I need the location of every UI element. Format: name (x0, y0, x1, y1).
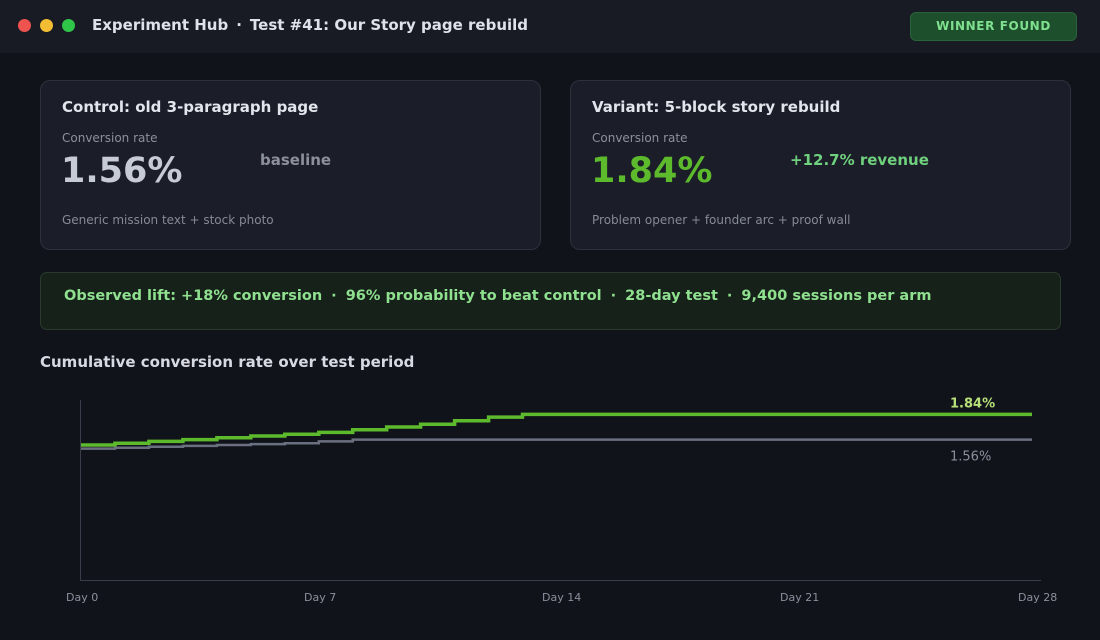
lift-item-duration: 28-day test (625, 288, 718, 304)
control-description: Generic mission text + stock photo (62, 213, 274, 227)
conversion-chart: 1.84% 1.56% Day 0 Day 7 Day 14 Day 21 Day 28 (0, 380, 1100, 620)
variant-series-line (81, 412, 1032, 447)
x-tick-label: Day 28 (1018, 591, 1057, 604)
lift-separator: · (726, 288, 733, 304)
x-tick-label: Day 0 (66, 591, 98, 604)
lift-separator: · (331, 288, 337, 304)
title-separator: · (236, 16, 242, 34)
variant-metric-label: Conversion rate (592, 131, 688, 145)
variant-title: Variant: 5-block story rebuild (592, 98, 841, 116)
variant-card: Variant: 5-block story rebuild Conversio… (570, 80, 1071, 250)
status-badge: WINNER FOUND (910, 12, 1077, 41)
maximize-window-icon[interactable] (62, 19, 75, 32)
variant-description: Problem opener + founder arc + proof wal… (592, 213, 851, 227)
lift-summary-text: Observed lift: +18% conversion · 96% proba… (64, 288, 931, 304)
lift-item-observed: Observed lift: +18% conversion (64, 288, 323, 304)
control-title: Control: old 3-paragraph page (62, 98, 319, 116)
control-comparison: baseline (260, 151, 332, 169)
control-series-line (81, 438, 1032, 450)
chart-svg: 1.84% 1.56% Day 0 Day 7 Day 14 Day 21 Day 28 (66, 396, 1057, 604)
x-tick-label: Day 21 (780, 591, 819, 604)
control-end-label: 1.56% (950, 450, 991, 465)
lift-separator: · (610, 288, 617, 304)
lift-item-sessions: 9,400 sessions per arm (741, 288, 932, 304)
control-metric-label: Conversion rate (62, 131, 158, 145)
x-tick-label: Day 14 (542, 591, 581, 604)
title-bar: Experiment Hub · Test #41: Our Story page … (0, 0, 1100, 53)
chart-title: Cumulative conversion rate over test per… (40, 353, 415, 371)
test-name: Test #41: Our Story page rebuild (249, 16, 529, 34)
variant-end-label: 1.84% (950, 396, 995, 411)
lift-item-probability: 96% probability to beat control (345, 288, 602, 304)
control-card: Control: old 3-paragraph page Conversion… (40, 80, 541, 250)
x-tick-label: Day 7 (304, 591, 336, 604)
lift-summary-banner: Observed lift: +18% conversion · 96% proba… (40, 272, 1061, 330)
variant-comparison: +12.7% revenue (790, 151, 929, 169)
app-name: Experiment Hub (92, 16, 229, 34)
close-window-icon[interactable] (18, 19, 31, 32)
variant-conversion-value: 1.84% (591, 151, 713, 191)
control-conversion-value: 1.56% (61, 151, 183, 191)
window-title: Experiment Hub · Test #41: Our Story page … (92, 16, 528, 34)
minimize-window-icon[interactable] (40, 19, 53, 32)
